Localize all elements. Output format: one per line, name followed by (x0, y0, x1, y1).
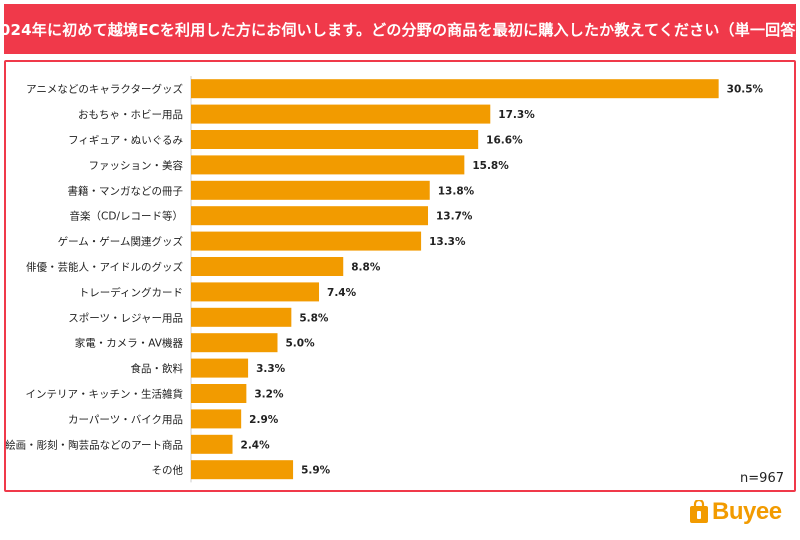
bar (191, 130, 479, 149)
bar (191, 282, 320, 302)
bar (191, 434, 233, 454)
shopping-bag-icon (688, 498, 710, 524)
value-label: 5.0% (286, 338, 316, 350)
bar-chart: アニメなどのキャラクターグッズ 30.5% おもちゃ・ホビー用品 17.3% フィギュア… (6, 76, 764, 483)
sample-size-note: n=967 (740, 471, 784, 486)
category-label: スポーツ・レジャー用品 (68, 312, 183, 324)
bar (191, 257, 344, 276)
category-label: インテリア・キッチン・生活雑貨 (26, 388, 184, 401)
category-label: その他 (152, 464, 184, 477)
value-label: 3.2% (254, 389, 284, 401)
value-label: 7.4% (327, 287, 357, 299)
category-label: トレーディングカード (79, 286, 183, 299)
category-label: 音楽（CD/レコード等） (70, 210, 183, 223)
value-label: 5.8% (299, 312, 329, 324)
logo-text: Buyee (712, 498, 782, 525)
bar (191, 79, 719, 99)
bar (191, 104, 491, 124)
category-label: 書籍・マンガなどの冊子 (68, 184, 184, 197)
category-label: ファッション・美容 (89, 159, 184, 172)
value-label: 15.8% (472, 160, 509, 172)
chart-title: 2024年に初めて越境ECを利用した方にお伺いします。どの分野の商品を最初に購入… (0, 20, 800, 39)
category-label: 家電・カメラ・AV機器 (75, 337, 184, 350)
bar (191, 155, 465, 175)
value-label: 3.3% (256, 363, 286, 375)
category-label: 絵画・彫刻・陶芸品などのアート商品 (6, 438, 183, 451)
bar (191, 231, 422, 251)
bar (191, 460, 294, 480)
value-label: 13.3% (429, 236, 466, 248)
value-label: 17.3% (498, 109, 535, 121)
value-label: 16.6% (486, 135, 523, 147)
category-label: 俳優・芸能人・アイドルのグッズ (26, 261, 183, 274)
category-label: 食品・飲料 (131, 362, 184, 375)
category-label: カーパーツ・バイク用品 (68, 414, 183, 426)
value-label: 13.8% (438, 185, 475, 197)
value-label: 2.9% (249, 414, 279, 426)
category-label: ゲーム・ゲーム関連グッズ (58, 235, 183, 248)
buyee-logo: Buyee (688, 496, 782, 528)
value-label: 5.9% (301, 465, 331, 477)
category-label: フィギュア・ぬいぐるみ (68, 135, 183, 147)
bar (191, 358, 249, 378)
bar (191, 333, 278, 353)
bar (191, 409, 242, 429)
bar (191, 180, 430, 200)
bar (191, 206, 429, 226)
value-label: 30.5% (727, 84, 764, 96)
chart-title-banner: 2024年に初めて越境ECを利用した方にお伺いします。どの分野の商品を最初に購入… (0, 4, 800, 54)
chart-frame: アニメなどのキャラクターグッズ 30.5% おもちゃ・ホビー用品 17.3% フィギュア… (4, 60, 796, 492)
value-label: 2.4% (241, 439, 271, 451)
bar (191, 384, 247, 403)
category-label: アニメなどのキャラクターグッズ (26, 83, 183, 96)
category-label: おもちゃ・ホビー用品 (78, 109, 183, 121)
bar (191, 307, 292, 327)
value-label: 8.8% (351, 262, 381, 274)
value-label: 13.7% (436, 211, 473, 223)
